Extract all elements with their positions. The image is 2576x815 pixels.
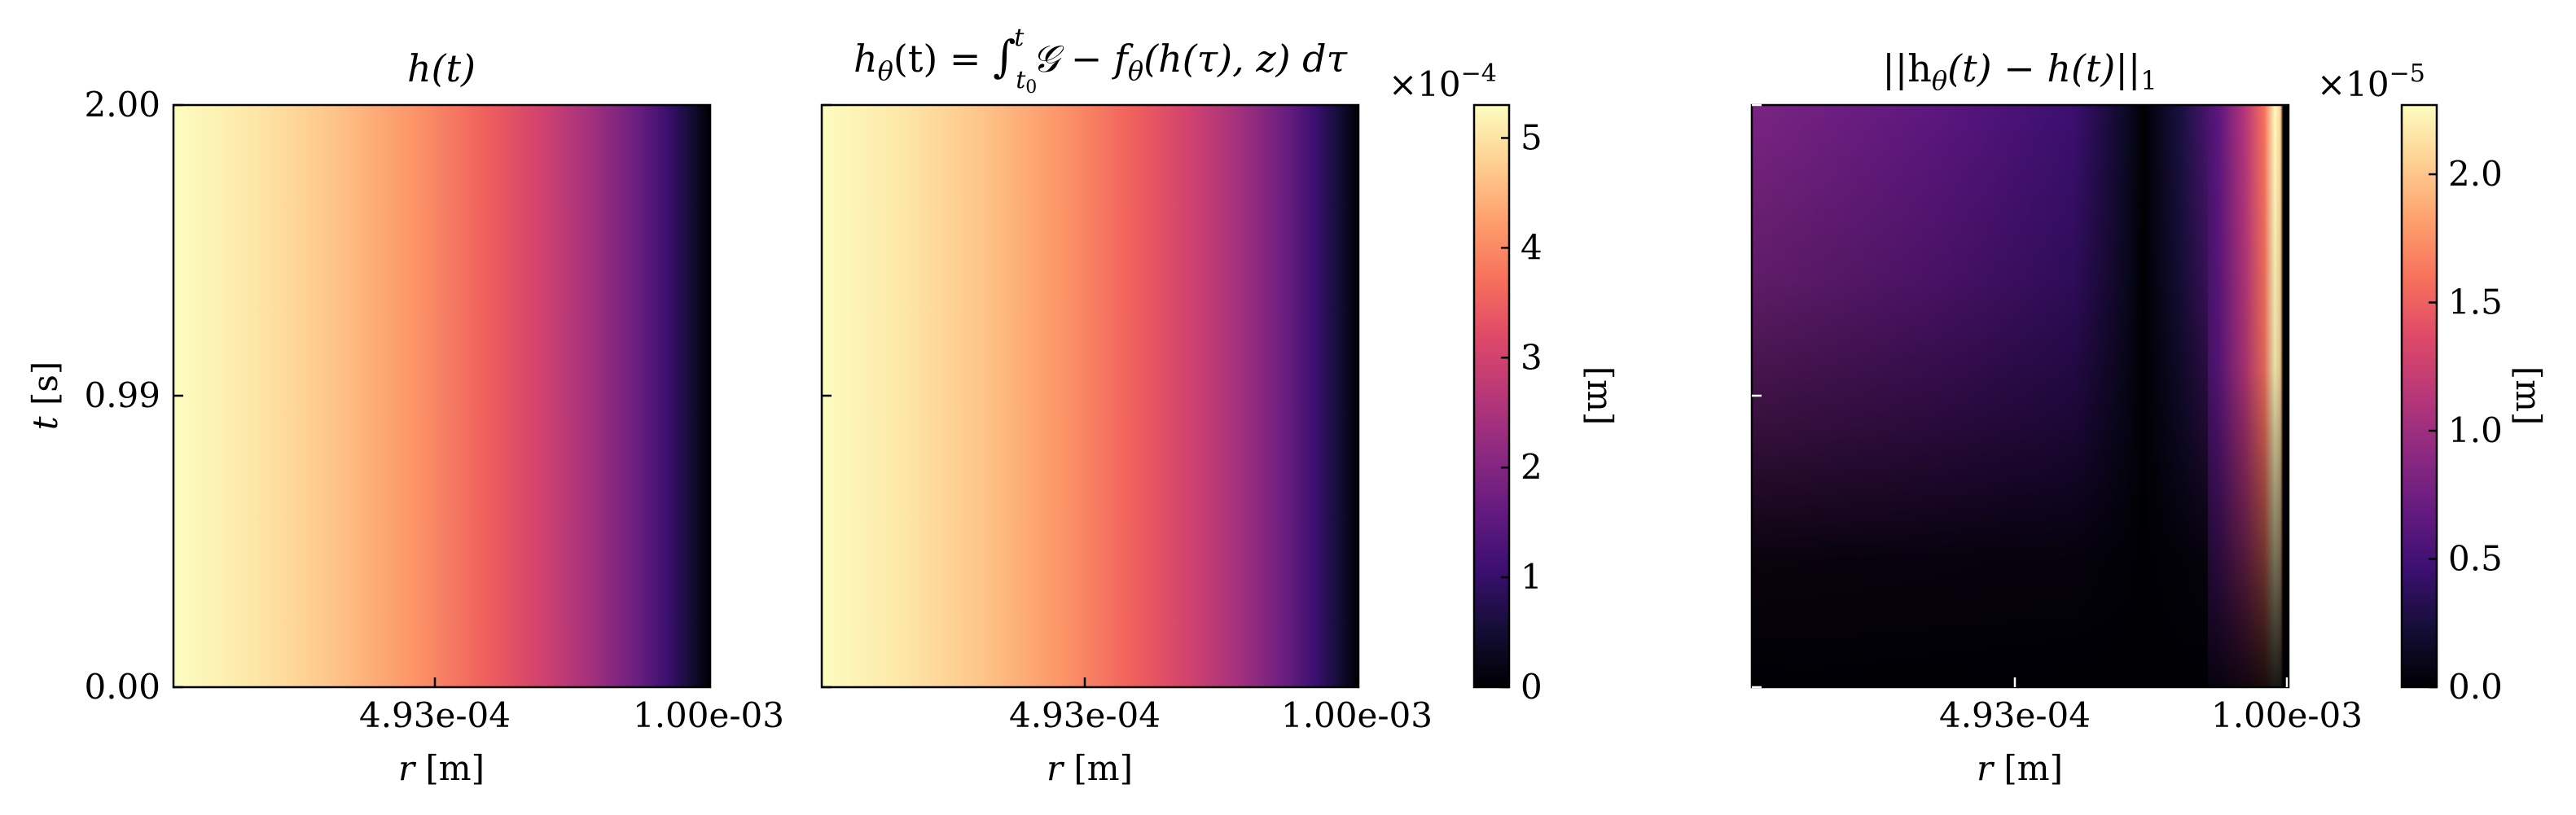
x-tick-label-1: 1.00e-03	[2211, 695, 2363, 735]
colorbar-gradient	[1474, 105, 1509, 687]
panel-title-h: h(t)	[407, 46, 476, 90]
colorbar-error: ×10−5 0.0 0.5 1.0 1.5 2.0 [m]	[2317, 59, 2548, 707]
x-tick-label-0: 4.93e-04	[1939, 695, 2091, 735]
x-axis-label: r [m]	[1047, 748, 1133, 788]
x-axis-label: r [m]	[398, 748, 485, 788]
y-tick-label-1: 0.99	[84, 375, 160, 415]
x-axis: 4.93e-04 1.00e-03 r [m]	[359, 677, 784, 788]
colorbar-multiplier: ×10−4	[1389, 59, 1497, 104]
colorbar-gradient	[2402, 105, 2437, 687]
panel-h-theta: hθ(t) = ∫t0t 𝒢 − fθ(h(τ), z) dτ 4.93e-04 …	[820, 24, 1433, 788]
heatmap-h-theta	[822, 105, 1358, 687]
x-tick-label-1: 1.00e-03	[633, 695, 784, 735]
colorbar-tick-label-2: 2	[1521, 447, 1543, 487]
colorbar-tick-label-3: 3	[1521, 337, 1543, 377]
colorbar-tick-label-2: 1.0	[2448, 410, 2503, 450]
heatmap-error-fade-right	[2208, 105, 2289, 687]
colorbar-unit-label: [m]	[2508, 366, 2548, 426]
y-axis-label: t [s]	[25, 361, 65, 431]
colorbar-tick-label-0: 0	[1521, 667, 1543, 707]
panel-error: ||hθ(t) − h(t)||1 4.93e-04 1.00e-03 r [m…	[1750, 46, 2363, 788]
colorbar-unit-label: [m]	[1580, 366, 1620, 426]
y-axis: 2.00 0.99 0.00 t [s]	[25, 85, 183, 707]
colorbar-tick-label-5: 5	[1521, 117, 1543, 157]
colorbar-tick-label-1: 1	[1521, 557, 1543, 597]
heatmap-error-fade	[1752, 105, 2208, 687]
x-axis-label: r [m]	[1977, 748, 2063, 788]
colorbar-tick-label-3: 1.5	[2448, 283, 2503, 322]
colorbar-ticks: 0 1 2 3 4 5	[1501, 117, 1543, 707]
colorbar-h: ×10−4 0 1 2 3 4 5 [m]	[1389, 59, 1620, 707]
x-tick-label-1: 1.00e-03	[1281, 695, 1433, 735]
colorbar-tick-label-4: 2.0	[2448, 154, 2503, 194]
panel-h: h(t) 2.00 0.99 0.00 t [s] 4.93e-04 1.00e…	[25, 46, 784, 788]
panel-title-h-theta: hθ(t) = ∫t0t 𝒢 − fθ(h(τ), z) dτ	[854, 24, 1349, 98]
colorbar-multiplier: ×10−5	[2317, 59, 2425, 104]
panel-title-error: ||hθ(t) − h(t)||1	[1882, 46, 2157, 96]
y-tick-label-2: 0.00	[84, 667, 160, 707]
x-tick-label-0: 4.93e-04	[359, 695, 511, 735]
colorbar-tick-label-0: 0.0	[2448, 667, 2503, 707]
heatmap-h	[173, 105, 710, 687]
colorbar-tick-label-1: 0.5	[2448, 539, 2503, 579]
x-tick-label-0: 4.93e-04	[1009, 695, 1161, 735]
colorbar-ticks: 0.0 0.5 1.0 1.5 2.0	[2429, 154, 2503, 707]
colorbar-tick-label-4: 4	[1521, 227, 1543, 267]
y-tick-label-0: 2.00	[84, 85, 160, 125]
